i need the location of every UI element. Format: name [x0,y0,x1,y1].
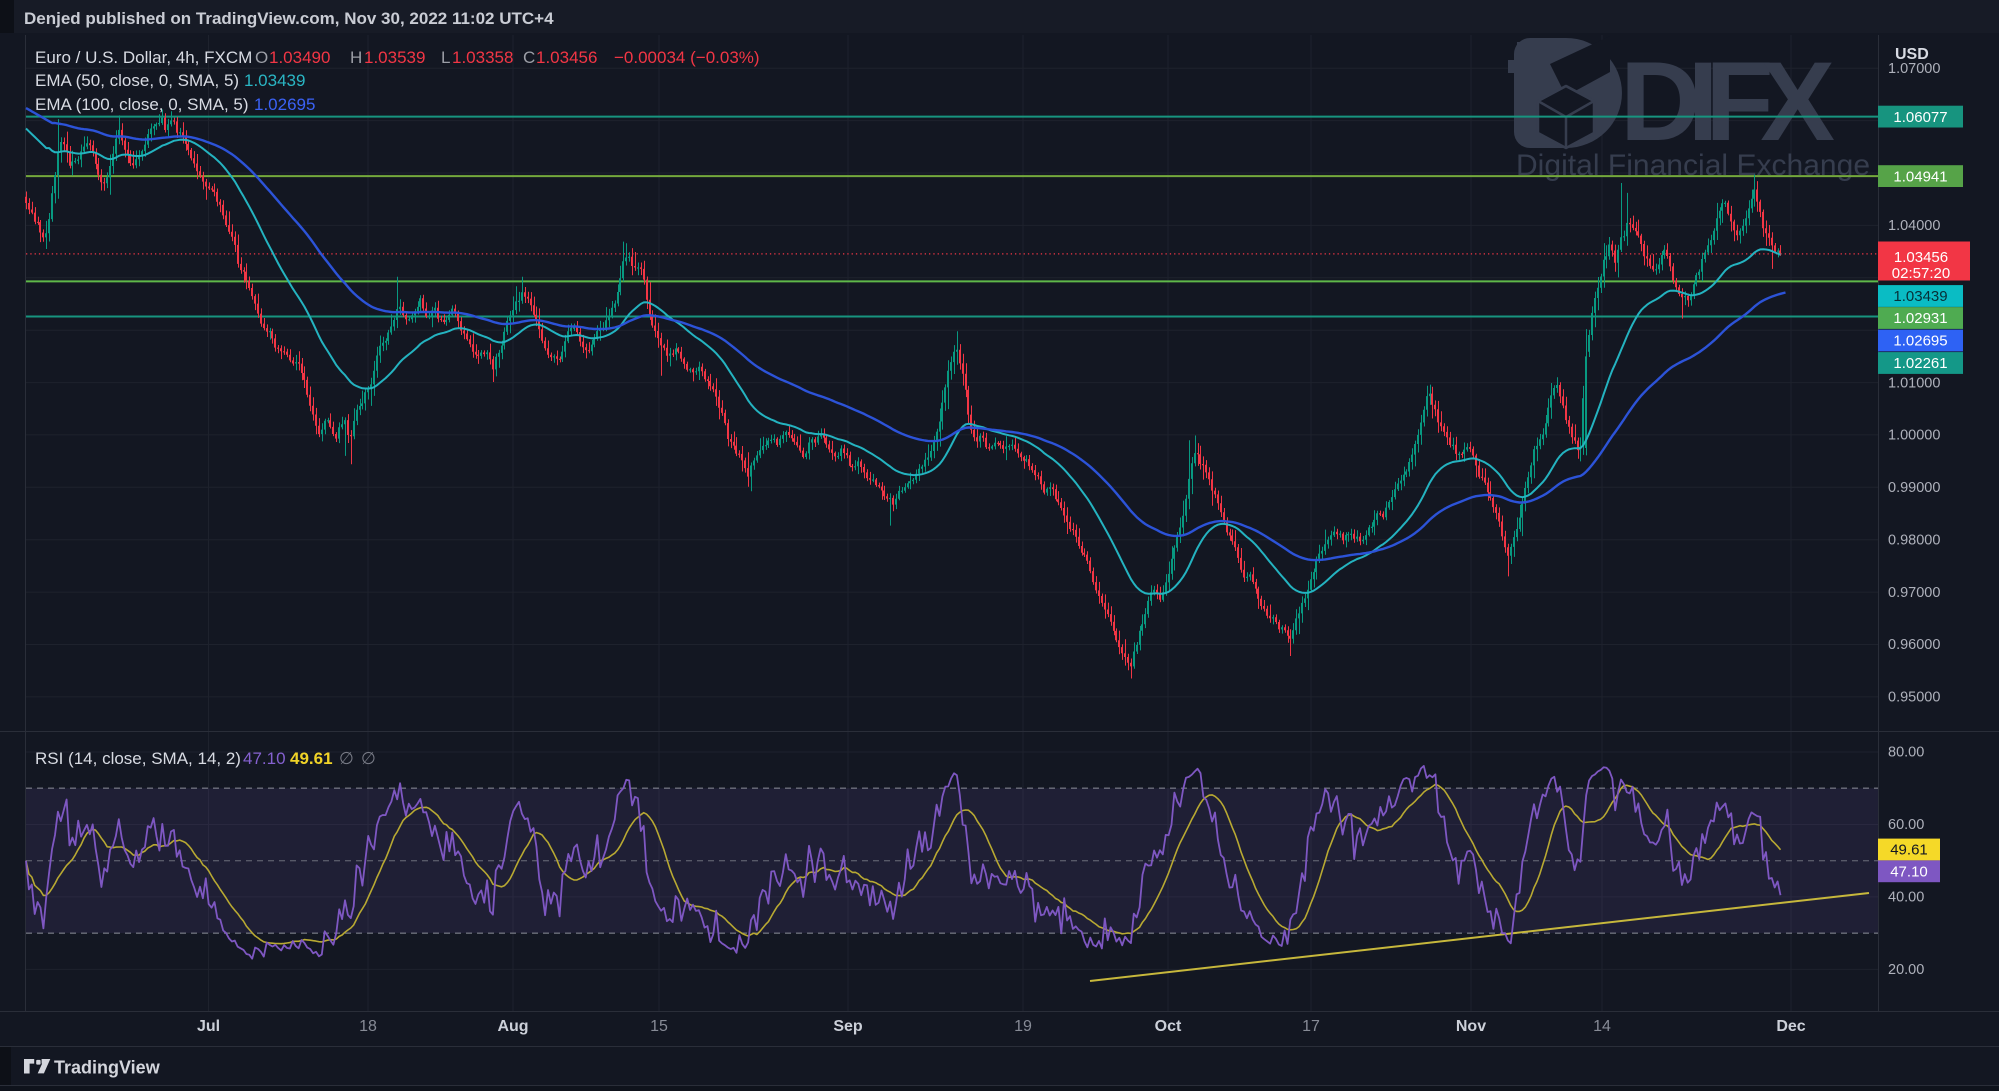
svg-text:1.03539: 1.03539 [364,48,425,67]
svg-text:0.99000: 0.99000 [1888,480,1940,496]
svg-text:02:57:20: 02:57:20 [1892,265,1950,282]
svg-text:18: 18 [359,1018,377,1035]
svg-text:1.06077: 1.06077 [1893,109,1947,126]
svg-text:H: H [350,48,362,67]
svg-text:1.03439: 1.03439 [1893,288,1947,305]
svg-text:1.03358: 1.03358 [452,48,513,67]
svg-text:1.04000: 1.04000 [1888,218,1940,234]
svg-text:49.61: 49.61 [290,749,333,768]
svg-text:RSI (14, close, SMA, 14, 2): RSI (14, close, SMA, 14, 2) [35,749,241,768]
svg-text:USD: USD [1895,46,1929,63]
svg-text:1.03439: 1.03439 [244,71,305,90]
svg-text:DIFX: DIFX [1620,39,1834,164]
svg-text:Aug: Aug [497,1018,528,1035]
svg-text:15: 15 [650,1018,668,1035]
svg-text:∅: ∅ [339,749,354,768]
svg-text:TradingView: TradingView [54,1058,161,1078]
svg-text:0.97000: 0.97000 [1888,585,1940,601]
svg-text:60.00: 60.00 [1888,817,1924,833]
svg-text:−0.00034 (−0.03%): −0.00034 (−0.03%) [614,48,760,67]
svg-text:20.00: 20.00 [1888,962,1924,978]
svg-text:1.02931: 1.02931 [1893,310,1947,327]
svg-text:Euro / U.S. Dollar, 4h, FXCM: Euro / U.S. Dollar, 4h, FXCM [35,48,252,67]
svg-text:Dec: Dec [1776,1018,1805,1035]
svg-text:1.02695: 1.02695 [1893,333,1947,350]
svg-text:L: L [441,48,450,67]
svg-text:1.07000: 1.07000 [1888,61,1940,77]
svg-text:1.02261: 1.02261 [1893,355,1947,372]
svg-text:19: 19 [1014,1018,1032,1035]
svg-text:49.61: 49.61 [1890,842,1928,859]
svg-text:40.00: 40.00 [1888,890,1924,906]
svg-text:Nov: Nov [1456,1018,1486,1035]
svg-text:1.03490: 1.03490 [269,48,330,67]
svg-text:17: 17 [1302,1018,1320,1035]
svg-text:EMA (100, close, 0, SMA, 5): EMA (100, close, 0, SMA, 5) [35,95,249,114]
svg-text:80.00: 80.00 [1888,745,1924,761]
svg-text:1.01000: 1.01000 [1888,375,1940,391]
svg-text:0.98000: 0.98000 [1888,532,1940,548]
svg-text:Oct: Oct [1155,1018,1182,1035]
svg-text:1.03456: 1.03456 [1894,249,1948,266]
svg-text:Sep: Sep [833,1018,863,1035]
svg-text:Jul: Jul [197,1018,220,1035]
svg-text:1.04941: 1.04941 [1893,168,1947,185]
svg-text:EMA (50, close, 0, SMA, 5): EMA (50, close, 0, SMA, 5) [35,71,239,90]
svg-text:47.10: 47.10 [1890,864,1928,881]
svg-text:47.10: 47.10 [243,749,286,768]
svg-text:Denjed published on TradingVie: Denjed published on TradingView.com, Nov… [24,9,554,28]
svg-text:14: 14 [1593,1018,1611,1035]
svg-text:∅: ∅ [361,749,376,768]
svg-text:O: O [255,48,268,67]
svg-text:1.02695: 1.02695 [254,95,315,114]
svg-text:1.00000: 1.00000 [1888,428,1940,444]
svg-text:0.95000: 0.95000 [1888,690,1940,706]
svg-text:0.96000: 0.96000 [1888,637,1940,653]
svg-text:1.03456: 1.03456 [536,48,597,67]
svg-text:C: C [523,48,535,67]
